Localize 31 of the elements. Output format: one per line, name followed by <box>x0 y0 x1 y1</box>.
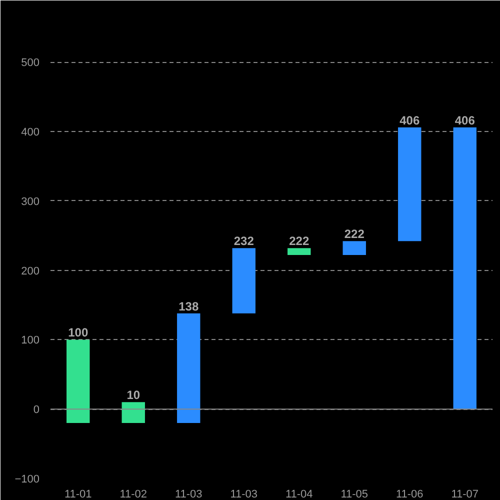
data-label: 406 <box>400 113 420 128</box>
x-tick-label: 11-04 <box>285 488 313 500</box>
data-label: 138 <box>178 299 199 314</box>
x-tick-label: 11-02 <box>120 488 148 500</box>
y-tick-label: −100 <box>14 474 40 486</box>
bar <box>232 248 256 314</box>
y-tick-label: 0 <box>33 404 40 416</box>
data-label: 10 <box>126 388 140 402</box>
x-tick-label: 11-03 <box>174 488 202 500</box>
data-label: 100 <box>68 326 88 340</box>
y-tick-label: 300 <box>21 196 40 208</box>
x-tick-label: 11-06 <box>396 488 424 500</box>
bar <box>122 402 145 423</box>
data-label: 222 <box>344 227 365 242</box>
x-tick-label: 11-03 <box>230 488 258 500</box>
y-tick-label: 400 <box>21 126 40 139</box>
y-tick-label: 100 <box>21 334 40 347</box>
x-tick-label: 11-07 <box>451 488 479 500</box>
bar <box>453 127 476 410</box>
bar <box>177 313 200 423</box>
data-label: 222 <box>289 234 310 248</box>
y-tick-label: 200 <box>21 265 40 278</box>
bar <box>398 127 422 242</box>
x-tick-label: 11-01 <box>64 488 92 500</box>
bar <box>288 248 311 256</box>
bar <box>66 340 90 423</box>
x-tick-label: 11-05 <box>340 488 368 500</box>
y-tick-label: 500 <box>21 57 40 70</box>
data-label: 406 <box>454 113 476 128</box>
data-label: 232 <box>234 234 254 248</box>
bar <box>342 241 366 256</box>
